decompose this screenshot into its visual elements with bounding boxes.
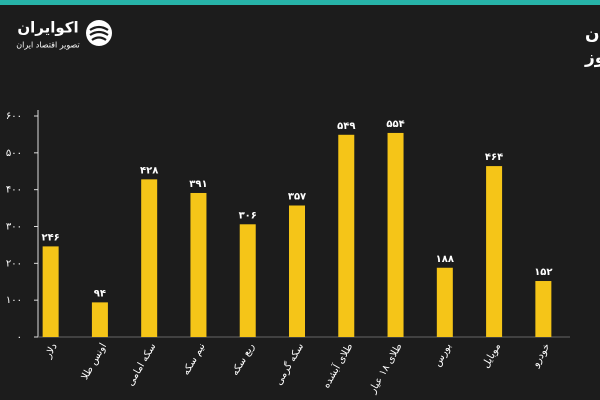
chart-subtitle: تا به امروز xyxy=(584,48,600,68)
logo: اکوایران تصویر اقتصاد ایران xyxy=(16,19,112,50)
value-label: ۹۴ xyxy=(94,288,106,299)
bar xyxy=(535,281,552,337)
brand-name: اکوایران xyxy=(17,19,78,37)
value-label: ۴۶۴ xyxy=(485,152,503,163)
value-label: ۴۲۸ xyxy=(140,165,158,176)
value-label: ۲۴۶ xyxy=(41,232,59,243)
y-tick-label: ۳۰۰ xyxy=(6,222,22,233)
value-label: ۱۵۲ xyxy=(534,267,552,278)
value-label: ۳۹۱ xyxy=(189,179,207,190)
bar xyxy=(91,302,108,337)
value-label: ۳۵۷ xyxy=(288,192,306,203)
y-tick-label: ۴۰۰ xyxy=(6,185,22,196)
y-tick-label: ۲۰۰ xyxy=(6,258,22,269)
chart-title: بازدهی بازارها از ابتدای ریاست‌جمهوری پز… xyxy=(585,24,600,44)
y-tick-label: ۱۰۰ xyxy=(6,295,22,306)
value-label: ۵۵۴ xyxy=(386,119,404,130)
y-tick-label: ۵۰۰ xyxy=(6,148,22,159)
bar xyxy=(436,267,453,337)
bar xyxy=(289,205,305,337)
bar xyxy=(338,134,355,337)
bar xyxy=(141,179,158,337)
y-tick-label: ۰ xyxy=(17,332,22,343)
bar xyxy=(239,224,256,337)
bar xyxy=(190,192,207,337)
brand-tagline: تصویر اقتصاد ایران xyxy=(16,41,79,50)
bar xyxy=(486,166,503,337)
y-tick-label: ۶۰۰ xyxy=(6,111,22,122)
value-label: ۳۰۶ xyxy=(239,210,257,221)
bar xyxy=(42,246,59,337)
value-label: ۵۴۹ xyxy=(337,121,355,132)
value-label: ۱۸۸ xyxy=(436,254,454,265)
top-stripe xyxy=(0,0,600,5)
bar xyxy=(387,132,404,337)
logo-icon-lines xyxy=(89,25,109,41)
